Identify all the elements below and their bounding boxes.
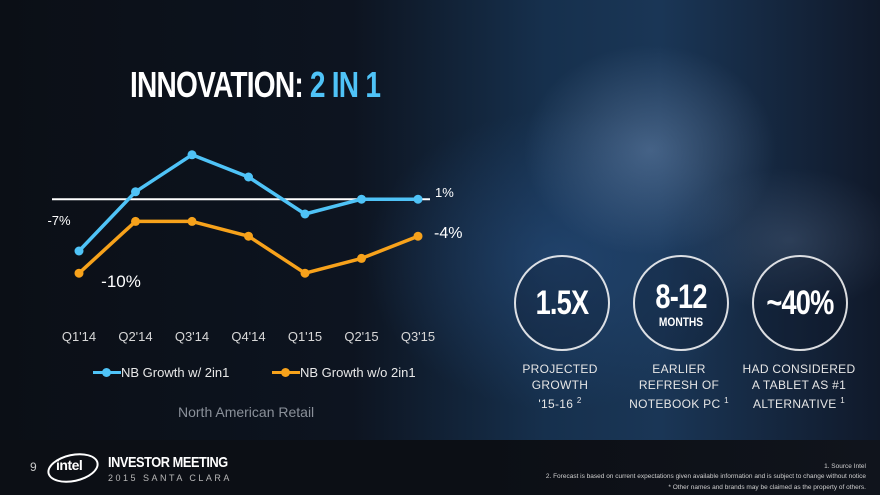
stat-label-line: HAD CONSIDERED <box>742 362 856 376</box>
legend-swatch-blue <box>93 368 121 377</box>
footnote-mark: 1 <box>840 396 845 405</box>
page-number: 9 <box>30 460 37 474</box>
stat-label-line: EARLIER <box>652 362 706 376</box>
x-tick-label: Q1'14 <box>62 329 96 344</box>
stat-label-line: '15-16 <box>538 397 574 411</box>
title-part2: 2 IN 1 <box>309 64 381 105</box>
stat-label-line: A TABLET AS #1 <box>751 378 847 392</box>
footnote-source: 1. Source Intel <box>824 463 866 470</box>
intel-logo-text: intel <box>56 457 83 473</box>
stat-label-line: GROWTH <box>531 378 589 392</box>
x-tick-label: Q4'14 <box>231 329 265 344</box>
stat-label-line: REFRESH OF <box>638 378 720 392</box>
data-point <box>413 231 423 241</box>
stat-circle-refresh: 8-12 MONTHS <box>633 255 729 351</box>
stat-label-growth: PROJECTED GROWTH '15-16 2 <box>485 361 635 412</box>
x-tick-label: Q3'15 <box>401 329 435 344</box>
data-label: 1% <box>435 185 454 200</box>
data-label: -7% <box>47 213 71 228</box>
growth-line-chart: Q1'14 Q2'14 Q3'14 Q4'14 Q1'15 Q2'15 Q3'15 -7% 1%… <box>47 150 462 344</box>
data-point <box>131 216 140 226</box>
stat-circle-growth: 1.5X <box>514 255 610 351</box>
x-tick-label: Q3'14 <box>175 329 209 344</box>
data-point <box>357 253 366 263</box>
slide-title: INNOVATION: 2 IN 1 <box>130 64 381 106</box>
stat-value: ~40% <box>766 283 834 322</box>
stat-value: 8-12 <box>655 277 707 316</box>
footnote-trademark: * Other names and brands may be claimed … <box>668 484 866 491</box>
chart-subtitle: North American Retail <box>178 404 315 420</box>
stat-label-line: PROJECTED <box>522 362 598 376</box>
x-tick-label: Q2'15 <box>344 329 378 344</box>
stat-label-tablet: HAD CONSIDERED A TABLET AS #1 ALTERNATIV… <box>724 361 874 412</box>
footnote-mark: 2 <box>576 396 582 405</box>
data-label: -4% <box>434 225 462 242</box>
stat-circle-tablet: ~40% <box>752 255 848 351</box>
legend-item-with-2in1: NB Growth w/ 2in1 <box>93 365 229 380</box>
legend-label-with-2in1: NB Growth w/ 2in1 <box>121 365 230 380</box>
legend-label-without-2in1: NB Growth w/o 2in1 <box>300 365 416 380</box>
data-point <box>357 194 366 204</box>
footer-bar <box>0 440 880 495</box>
stat-label-line: NOTEBOOK PC <box>629 397 721 411</box>
data-point <box>131 187 140 197</box>
data-label: -10% <box>101 272 141 291</box>
event-title: INVESTOR MEETING <box>108 454 228 471</box>
data-point <box>300 268 310 278</box>
x-tick-label: Q2'14 <box>118 329 152 344</box>
footnote-forecast: 2. Forecast is based on current expectat… <box>545 473 866 480</box>
data-point <box>74 268 84 278</box>
data-point <box>74 246 84 256</box>
data-point <box>187 216 197 226</box>
legend-swatch-orange <box>272 368 300 377</box>
data-point <box>187 150 197 160</box>
stat-label-refresh: EARLIER REFRESH OF NOTEBOOK PC 1 <box>604 361 754 412</box>
stat-label-line: ALTERNATIVE <box>753 397 837 411</box>
data-point <box>244 172 253 182</box>
series-line-1 <box>77 219 419 275</box>
footnote-mark: 1 <box>724 396 729 405</box>
title-part1: INNOVATION: <box>130 64 304 105</box>
legend-item-without-2in1: NB Growth w/o 2in1 <box>272 365 416 380</box>
stat-value: 1.5X <box>535 283 590 322</box>
data-point <box>413 194 423 204</box>
event-subtitle: 2015 SANTA CLARA <box>108 473 232 483</box>
data-point <box>244 231 253 241</box>
data-point <box>300 209 310 219</box>
x-tick-label: Q1'15 <box>288 329 322 344</box>
stat-unit: MONTHS <box>658 314 704 329</box>
